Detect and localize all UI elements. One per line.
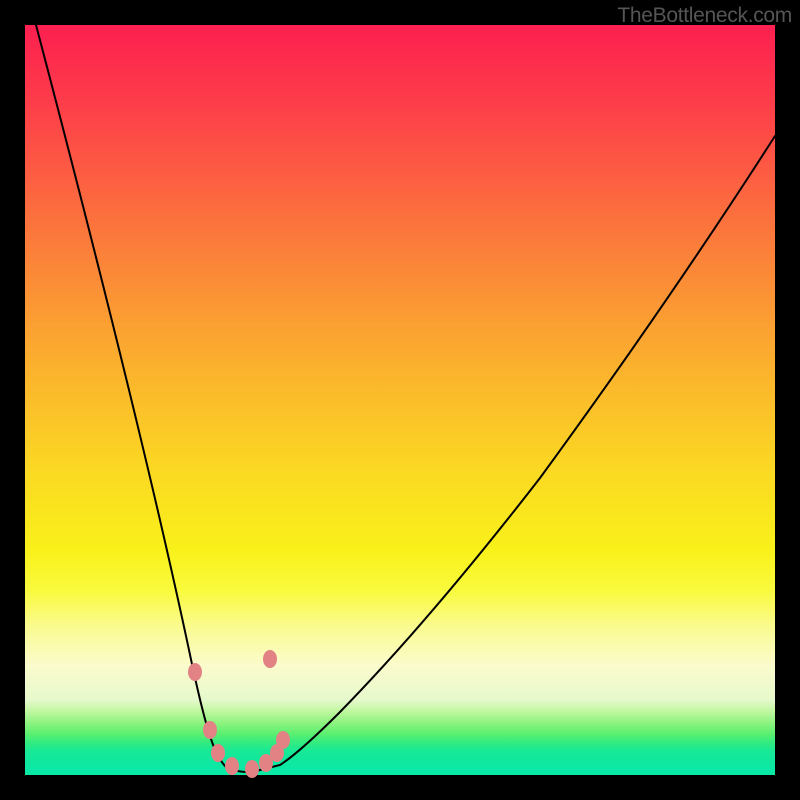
chart-svg	[0, 0, 800, 800]
data-marker	[225, 757, 239, 775]
data-marker	[245, 760, 259, 778]
data-marker	[263, 650, 277, 668]
plot-area	[0, 0, 800, 800]
data-marker	[211, 744, 225, 762]
data-marker	[203, 721, 217, 739]
data-marker	[188, 663, 202, 681]
data-marker	[276, 731, 290, 749]
plot-background	[25, 25, 775, 775]
attribution-text: TheBottleneck.com	[617, 4, 792, 28]
